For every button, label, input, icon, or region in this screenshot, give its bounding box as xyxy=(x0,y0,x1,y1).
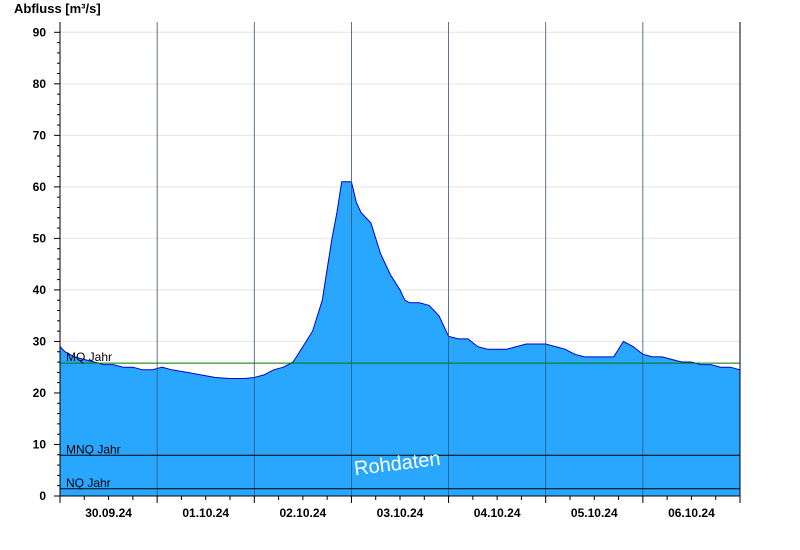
discharge-line xyxy=(59,181,741,379)
y-tick-label-20: 20 xyxy=(33,386,47,400)
y-tick-labels: 0 10 20 30 40 50 60 70 80 90 xyxy=(33,25,60,503)
y-tick-label-30: 30 xyxy=(33,334,47,348)
y-tick-label-40: 40 xyxy=(33,283,47,297)
y-tick-label-60: 60 xyxy=(33,180,47,194)
day-separators xyxy=(156,22,644,496)
x-tick-label-4: 04.10.24 xyxy=(474,506,521,520)
x-tick-label-5: 05.10.24 xyxy=(571,506,618,520)
ref-label-2: NQ Jahr xyxy=(66,476,111,490)
ref-label-1: MNQ Jahr xyxy=(66,442,121,456)
y-tick-label-70: 70 xyxy=(33,128,47,142)
y-tick-label-80: 80 xyxy=(33,77,47,91)
y-tick-label-50: 50 xyxy=(33,231,47,245)
y-tick-label-0: 0 xyxy=(39,489,46,503)
x-tick-labels: 30.09.24 01.10.24 02.10.24 03.10.24 04.10.24… xyxy=(59,496,741,520)
y-axis-title: Abfluss [m³/s] xyxy=(14,1,101,16)
x-tick-label-1: 01.10.24 xyxy=(182,506,229,520)
x-tick-label-3: 03.10.24 xyxy=(377,506,424,520)
y-tick-label-90: 90 xyxy=(33,25,47,39)
x-tick-label-6: 06.10.24 xyxy=(668,506,715,520)
series-area xyxy=(59,181,741,496)
discharge-area xyxy=(60,181,740,496)
x-tick-label-2: 02.10.24 xyxy=(279,506,326,520)
y-tick-label-10: 10 xyxy=(33,437,47,451)
reference-lines: MQ Jahr MNQ Jahr NQ Jahr xyxy=(60,350,740,490)
x-tick-label-0: 30.09.24 xyxy=(85,506,132,520)
ref-label-0: MQ Jahr xyxy=(66,350,112,364)
